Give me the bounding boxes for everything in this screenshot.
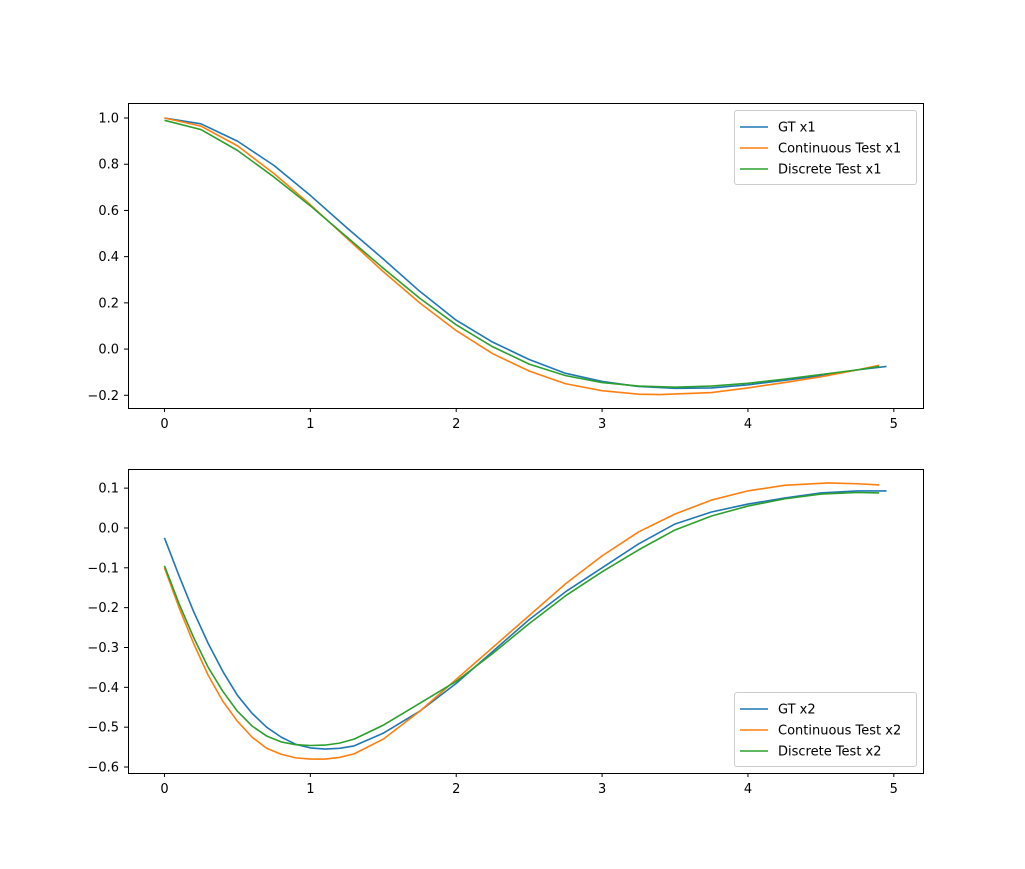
x-tick-label: 1 [306, 417, 314, 432]
y-tick-label: 0.6 [98, 204, 119, 219]
y-tick-label: 0.1 [98, 482, 119, 497]
y-tick-label: 0.4 [98, 250, 119, 265]
x-tick-label: 3 [598, 417, 606, 432]
legend-label: GT x2 [778, 703, 816, 718]
legend-label: Discrete Test x2 [778, 745, 882, 760]
y-tick-label: −0.4 [87, 681, 119, 696]
y-tick-label: −0.2 [87, 601, 119, 616]
y-tick-label: 0.8 [98, 158, 119, 173]
series-lines [164, 117, 887, 396]
y-tick-label: −0.2 [87, 389, 119, 404]
x-tick-label: 5 [890, 782, 898, 797]
series-line-1 [164, 117, 887, 390]
series-line-3 [163, 491, 880, 747]
x-tick-label: 5 [890, 417, 898, 432]
legend: GT x1 Continuous Test x1 Discrete Test x1 [734, 110, 917, 185]
series-line-1 [163, 490, 887, 750]
chart-bottom: 0 1 2 3 4 5 −0.6 −0.5 −0.4 −0.3 −0.2 −0.1 0.0 0.1 GT x… [87, 469, 924, 797]
x-tick-label: 0 [160, 782, 168, 797]
x-tick-label: 3 [598, 782, 606, 797]
x-tick-label: 4 [744, 782, 752, 797]
legend-box [734, 110, 917, 185]
x-tick-label: 4 [744, 417, 752, 432]
y-tick-label: 1.0 [98, 112, 119, 127]
legend-label: GT x1 [778, 121, 816, 136]
y-tick-label: 0.2 [98, 296, 119, 311]
x-tick-label: 2 [452, 782, 460, 797]
axes-frame [128, 103, 924, 409]
y-tick-label: 0.0 [98, 521, 119, 536]
x-tick-label: 1 [306, 782, 314, 797]
legend: GT x2 Continuous Test x2 Discrete Test x2 [734, 692, 917, 767]
legend-label: Discrete Test x1 [778, 163, 882, 178]
y-tick-label: 0.0 [98, 343, 119, 358]
y-tick-label: −0.1 [87, 561, 119, 576]
series-lines [163, 482, 887, 760]
axes-frame [128, 469, 924, 774]
series-line-3 [164, 119, 880, 388]
y-tick-label: −0.5 [87, 721, 119, 736]
series-line-2 [163, 482, 880, 760]
series-line-2 [164, 117, 880, 396]
legend-label: Continuous Test x2 [778, 724, 901, 739]
chart-top: 0 1 2 3 4 5 −0.2 0.0 0.2 0.4 0.6 0.8 1.0 GT x1 Continu… [87, 103, 924, 432]
y-tick-label: −0.6 [87, 761, 119, 776]
legend-box [734, 692, 917, 767]
x-tick-label: 2 [452, 417, 460, 432]
y-tick-label: −0.3 [87, 641, 119, 656]
x-tick-label: 0 [160, 417, 168, 432]
legend-label: Continuous Test x1 [778, 142, 901, 157]
